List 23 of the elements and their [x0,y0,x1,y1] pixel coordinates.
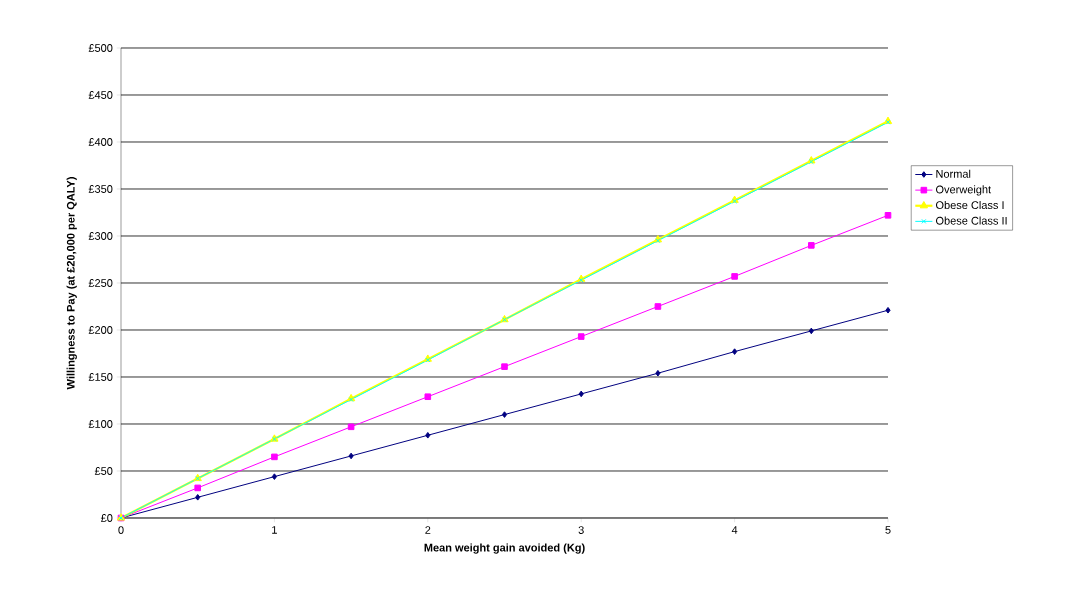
y-tick-label: £500 [88,44,113,52]
x-axis-title: Mean weight gain avoided (Kg) [424,543,585,554]
legend-label: Obese Class II [936,216,1007,225]
x-tick-label: 1 [272,526,277,534]
y-tick-label: £250 [88,279,113,287]
x-tick-label: 2 [425,526,431,534]
y-tick-label: £450 [88,91,113,99]
legend-label: Overweight [936,185,992,196]
y-tick-label: £0 [100,514,113,522]
y-tick-label: £200 [88,326,113,334]
x-tick-label: 0 [118,526,124,534]
x-tick-label: 4 [731,526,738,534]
y-tick-label: £150 [88,373,113,381]
y-tick-label: £400 [88,138,113,146]
x-tick-label: 5 [885,526,891,534]
legend-label: Normal [936,169,971,178]
y-axis-title: Willingness to Pay (at £20,000 per QALY) [66,177,77,390]
x-tick-label: 3 [578,526,584,534]
y-tick-label: £100 [88,420,113,428]
y-tick-label: £50 [94,467,113,475]
legend-label: Obese Class I [936,200,1004,210]
y-tick-label: £300 [88,232,113,240]
y-tick-label: £350 [88,185,113,193]
